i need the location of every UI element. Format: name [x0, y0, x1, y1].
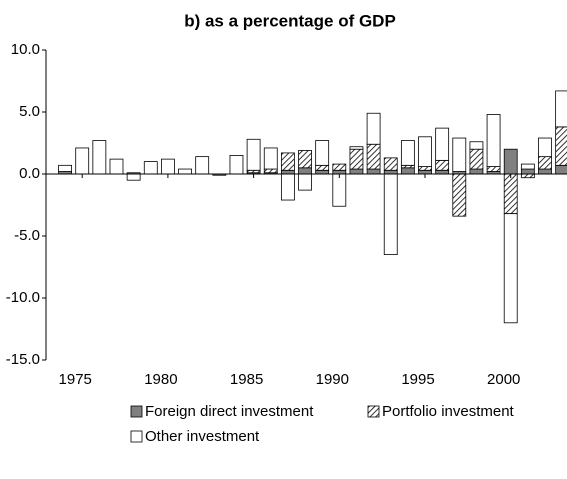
bar: [92, 140, 107, 175]
bar: [280, 152, 295, 171]
bar: [349, 168, 364, 175]
bar: [109, 158, 124, 175]
bar: [263, 147, 278, 170]
bar: [195, 156, 210, 175]
legend-label: Other investment: [145, 428, 260, 445]
bar: [418, 169, 432, 175]
bar: [555, 126, 567, 166]
bar: [520, 168, 535, 175]
bar: [349, 146, 364, 150]
x-tick-label: 1985: [230, 371, 263, 388]
bar: [178, 168, 192, 175]
bar: [503, 173, 518, 215]
bar: [246, 138, 261, 171]
y-tick-label: -5.0: [14, 227, 40, 244]
bar: [229, 154, 244, 175]
bar: [143, 161, 158, 175]
bar: [75, 147, 90, 175]
bar: [315, 140, 330, 166]
bar: [332, 169, 347, 175]
bar: [332, 163, 347, 171]
x-tick-label: 2000: [487, 371, 520, 388]
bar: [349, 148, 364, 170]
bar: [538, 137, 552, 158]
bar: [383, 173, 398, 255]
legend-swatch: [130, 405, 143, 418]
bar: [280, 173, 295, 201]
y-tick-label: -15.0: [6, 351, 40, 368]
bar: [161, 158, 175, 175]
bar: [452, 137, 467, 172]
bar: [435, 169, 450, 175]
bar: [503, 213, 518, 324]
bar: [126, 173, 141, 181]
bar: [332, 173, 347, 207]
bar: [486, 166, 501, 172]
x-tick-label: 1980: [144, 371, 177, 388]
bar: [366, 168, 381, 175]
y-tick-label: 0.0: [19, 165, 40, 182]
bar: [538, 156, 552, 170]
y-tick-label: 10.0: [11, 41, 40, 58]
bar: [538, 168, 552, 175]
y-tick-label: -10.0: [6, 289, 40, 306]
bar: [435, 127, 450, 161]
bar: [298, 173, 312, 191]
chart-title: b) as a percentage of GDP: [184, 11, 396, 30]
bar: [520, 163, 535, 170]
bar: [366, 143, 381, 170]
bar: [418, 166, 432, 171]
bar: [315, 164, 330, 171]
bar: [503, 148, 518, 175]
bar: [298, 150, 312, 169]
bar: [555, 90, 567, 128]
legend-swatch: [130, 430, 143, 443]
x-tick-label: 1990: [316, 371, 349, 388]
bar: [298, 167, 312, 175]
bar: [520, 173, 535, 179]
bar: [263, 168, 278, 174]
bar: [315, 169, 330, 175]
bar: [400, 167, 415, 175]
bar: [469, 148, 484, 170]
bar: [469, 168, 484, 175]
bar: [486, 114, 501, 167]
bar: [383, 157, 398, 171]
bar: [469, 141, 484, 150]
bar: [366, 112, 381, 145]
bar: [555, 164, 567, 175]
legend-label: Portfolio investment: [382, 403, 515, 420]
bar: [435, 159, 450, 171]
bar: [383, 169, 398, 175]
legend-label: Foreign direct investment: [145, 403, 314, 420]
x-tick-label: 1975: [59, 371, 92, 388]
bar: [280, 169, 295, 175]
legend-swatch: [367, 405, 380, 418]
bar: [58, 164, 72, 172]
bar: [418, 136, 432, 167]
bar: [400, 140, 415, 166]
y-tick-label: 5.0: [19, 103, 40, 120]
x-tick-label: 1995: [401, 371, 434, 388]
bar: [452, 173, 467, 217]
